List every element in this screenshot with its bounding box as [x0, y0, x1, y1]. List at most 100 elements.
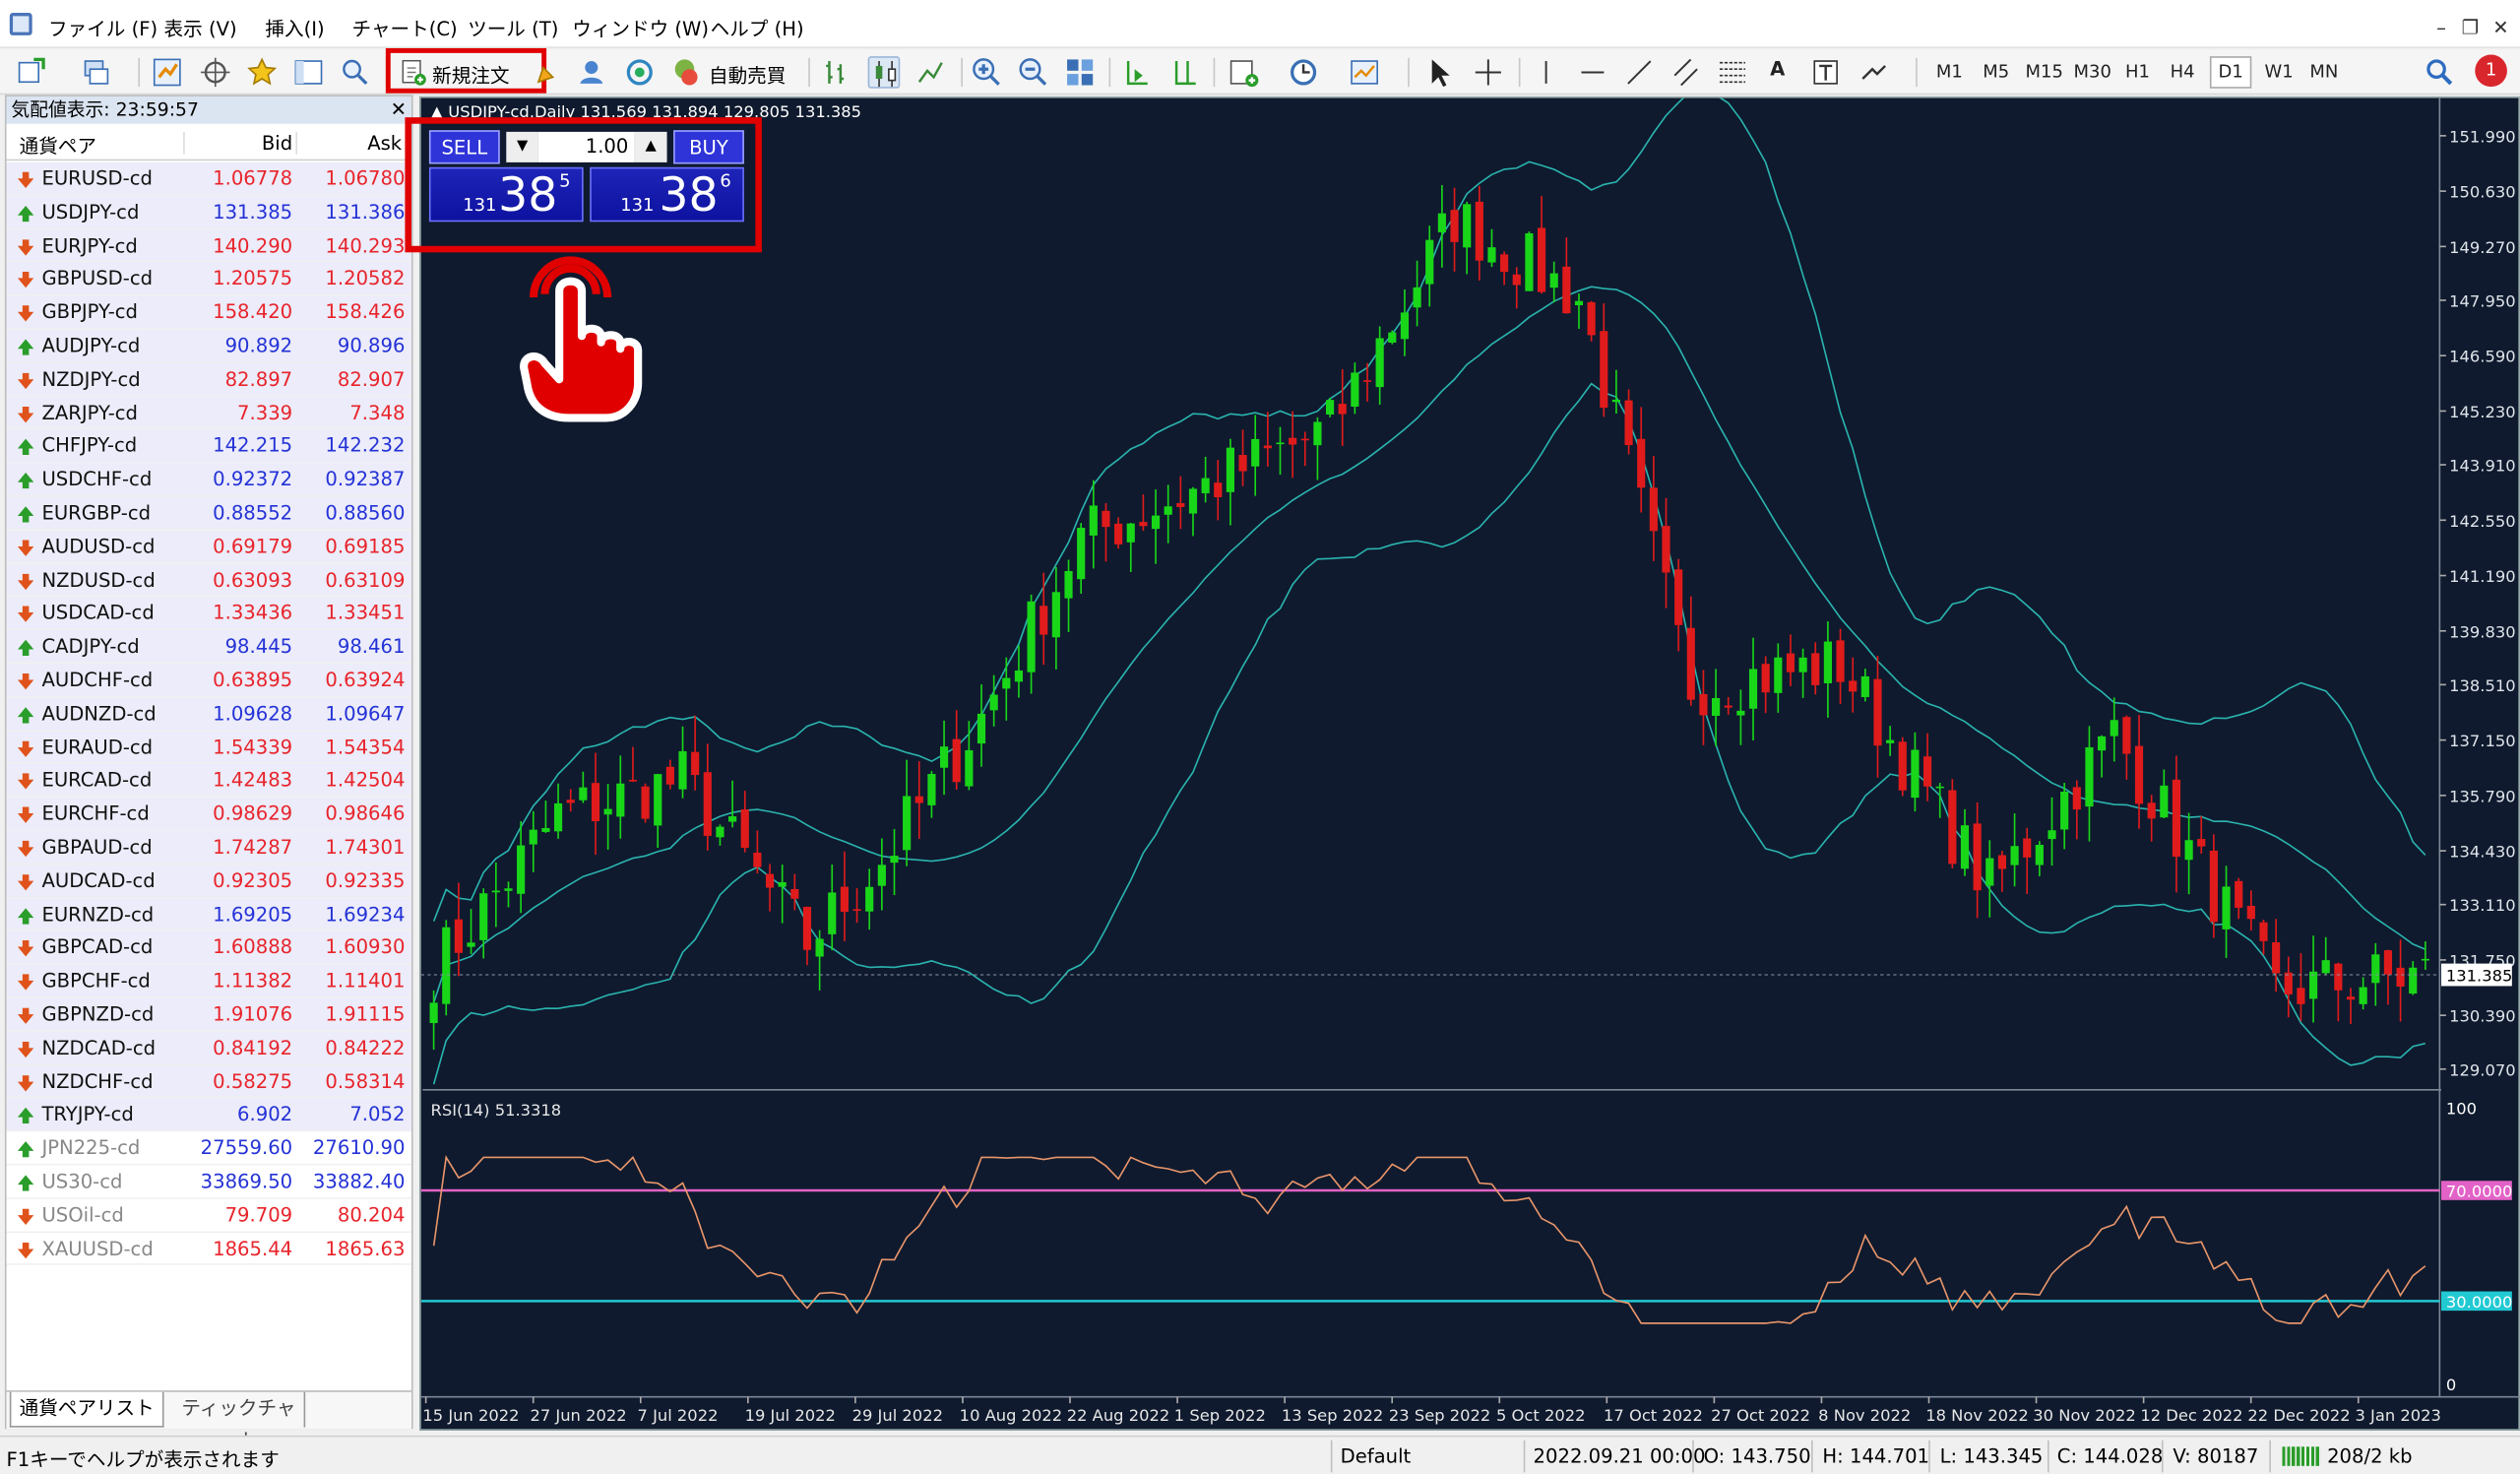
col-pair[interactable]: 通貨ペア — [19, 135, 96, 158]
symbol-row[interactable]: USOil-cd 79.709 80.204 — [6, 1198, 411, 1233]
symbol-row[interactable]: GBPUSD-cd 1.20575 1.20582 — [6, 262, 411, 296]
menu-view[interactable]: 表示 (V) — [163, 17, 237, 40]
symbol-row[interactable]: AUDCAD-cd 0.92305 0.92335 — [6, 864, 411, 898]
market-watch-icon[interactable] — [151, 56, 183, 89]
col-ask[interactable]: Ask — [295, 131, 402, 155]
symbol-row[interactable]: AUDCHF-cd 0.63895 0.63924 — [6, 664, 411, 698]
tf-mn[interactable]: MN — [2309, 61, 2339, 83]
symbol-row[interactable]: USDCAD-cd 1.33436 1.33451 — [6, 597, 411, 631]
symbol-row[interactable]: NZDJPY-cd 82.897 82.907 — [6, 362, 411, 397]
symbol-row[interactable]: AUDJPY-cd 90.892 90.896 — [6, 329, 411, 363]
notification-badge[interactable]: 1 — [2475, 54, 2507, 88]
tf-h4[interactable]: H4 — [2170, 61, 2195, 83]
line-chart-icon[interactable] — [914, 56, 947, 89]
symbol-row[interactable]: EURJPY-cd 140.290 140.293 — [6, 228, 411, 263]
symbol-row[interactable]: XAUUSD-cd 1865.44 1865.63 — [6, 1232, 411, 1266]
chart-shift-icon[interactable] — [1168, 56, 1201, 89]
zoom-in-icon[interactable] — [971, 56, 1003, 89]
symbol-row[interactable]: GBPCHF-cd 1.11382 1.11401 — [6, 964, 411, 998]
menu-window[interactable]: ウィンドウ (W) — [572, 17, 710, 40]
menu-chart[interactable]: チャート(C) — [351, 17, 458, 40]
symbol-row[interactable]: EURNZD-cd 1.69205 1.69234 — [6, 897, 411, 931]
text-icon[interactable]: A — [1770, 57, 1786, 81]
data-window-icon[interactable] — [199, 56, 231, 89]
symbol-row[interactable]: EURAUD-cd 1.54339 1.54354 — [6, 731, 411, 765]
symbol-row[interactable]: NZDCHF-cd 0.58275 0.58314 — [6, 1064, 411, 1099]
restore-icon[interactable]: ❐ — [2461, 16, 2480, 39]
tf-m30[interactable]: M30 — [2073, 61, 2111, 83]
sell-price-button[interactable]: 131 38 5 — [428, 166, 584, 223]
symbol-row[interactable]: EURCHF-cd 0.98629 0.98646 — [6, 798, 411, 831]
meta-editor-icon[interactable] — [532, 56, 564, 89]
symbol-row[interactable]: GBPCAD-cd 1.60888 1.60930 — [6, 930, 411, 965]
tf-d1[interactable]: D1 — [2209, 56, 2252, 89]
cursor-icon[interactable] — [1424, 56, 1457, 89]
vertical-line-icon[interactable] — [1530, 56, 1562, 89]
templates-icon[interactable] — [1349, 56, 1381, 89]
status-profile[interactable]: Default — [1340, 1444, 1412, 1468]
symbol-row[interactable]: JPN225-cd 27559.60 27610.90 — [6, 1131, 411, 1166]
market-icon[interactable] — [623, 56, 656, 89]
connection-bars-icon[interactable] — [2282, 1446, 2321, 1466]
symbol-row[interactable]: AUDUSD-cd 0.69179 0.69185 — [6, 530, 411, 564]
menu-file[interactable]: ファイル (F) — [47, 17, 158, 40]
new-order-button[interactable]: 新規注文 — [396, 55, 537, 91]
symbol-row[interactable]: USDJPY-cd 131.385 131.386 — [6, 195, 411, 229]
minimize-icon[interactable]: – — [2436, 16, 2446, 39]
crosshair-icon[interactable] — [1473, 56, 1505, 89]
tile-windows-icon[interactable] — [1064, 56, 1097, 89]
symbol-row[interactable]: CHFJPY-cd 142.215 142.232 — [6, 429, 411, 464]
symbol-row[interactable]: AUDNZD-cd 1.09628 1.09647 — [6, 697, 411, 732]
auto-scroll-icon[interactable] — [1120, 56, 1153, 89]
candlestick-icon[interactable] — [867, 56, 901, 89]
symbol-row[interactable]: EURUSD-cd 1.06778 1.06780 — [6, 161, 411, 196]
search-icon[interactable] — [2424, 56, 2456, 89]
tab-symbols[interactable]: 通貨ペアリスト — [9, 1391, 164, 1428]
symbol-row[interactable]: ZARJPY-cd 7.339 7.348 — [6, 396, 411, 430]
navigator-icon[interactable] — [246, 56, 279, 89]
arrows-icon[interactable] — [1858, 56, 1890, 89]
sell-tab[interactable]: SELL — [428, 130, 500, 164]
zoom-out-icon[interactable] — [1017, 56, 1049, 89]
menu-help[interactable]: ヘルプ (H) — [710, 17, 804, 40]
horizontal-line-icon[interactable] — [1577, 56, 1609, 89]
text-label-icon[interactable] — [1809, 56, 1842, 89]
bar-chart-icon[interactable] — [820, 56, 852, 89]
tf-m15[interactable]: M15 — [2025, 61, 2063, 83]
tab-tick-chart[interactable]: ティックチャート — [173, 1391, 306, 1451]
symbol-row[interactable]: GBPNZD-cd 1.91076 1.91115 — [6, 997, 411, 1032]
symbol-row[interactable]: NZDUSD-cd 0.63093 0.63109 — [6, 563, 411, 598]
tester-icon[interactable] — [339, 56, 371, 89]
channel-icon[interactable] — [1670, 56, 1702, 89]
symbol-row[interactable]: NZDCAD-cd 0.84192 0.84222 — [6, 1031, 411, 1065]
new-chart-icon[interactable] — [16, 56, 48, 89]
buy-tab[interactable]: BUY — [673, 130, 744, 164]
fibonacci-icon[interactable] — [1717, 56, 1749, 89]
menu-tools[interactable]: ツール (T) — [468, 17, 559, 40]
symbol-row[interactable]: EURGBP-cd 0.88552 0.88560 — [6, 496, 411, 531]
tf-m5[interactable]: M5 — [1983, 61, 2010, 83]
tf-w1[interactable]: W1 — [2264, 61, 2294, 83]
indicators-icon[interactable] — [1228, 56, 1260, 89]
profiles-icon[interactable] — [81, 56, 113, 89]
lot-stepper-down[interactable]: ▼ — [506, 131, 538, 162]
symbol-row[interactable]: USDCHF-cd 0.92372 0.92387 — [6, 463, 411, 497]
symbol-row[interactable]: CADJPY-cd 98.445 98.461 — [6, 630, 411, 665]
signals-icon[interactable] — [575, 56, 607, 89]
lot-input[interactable]: 1.00 — [537, 131, 635, 162]
chart-window[interactable]: 151.990 150.630 149.270 147.950 146.590 145.2… — [405, 96, 2520, 1433]
symbol-row[interactable]: GBPJPY-cd 158.420 158.426 — [6, 295, 411, 330]
price-chart[interactable]: 151.990 150.630 149.270 147.950 146.590 145.2… — [420, 97, 2520, 1433]
symbol-row[interactable]: GBPAUD-cd 1.74287 1.74301 — [6, 831, 411, 865]
tf-h1[interactable]: H1 — [2124, 61, 2150, 83]
symbol-row[interactable]: EURCAD-cd 1.42483 1.42504 — [6, 764, 411, 799]
menu-insert[interactable]: 挿入(I) — [265, 17, 325, 40]
lot-stepper-up[interactable]: ▲ — [634, 131, 667, 162]
auto-trade-button[interactable]: 自動売買 — [668, 55, 793, 91]
symbol-row[interactable]: US30-cd 33869.50 33882.40 — [6, 1165, 411, 1199]
panel-close-icon[interactable]: ✕ — [390, 97, 408, 121]
tf-m1[interactable]: M1 — [1935, 61, 1963, 83]
trendline-icon[interactable] — [1623, 56, 1656, 89]
symbol-row[interactable]: TRYJPY-cd 6.902 7.052 — [6, 1098, 411, 1132]
terminal-icon[interactable] — [292, 56, 325, 89]
